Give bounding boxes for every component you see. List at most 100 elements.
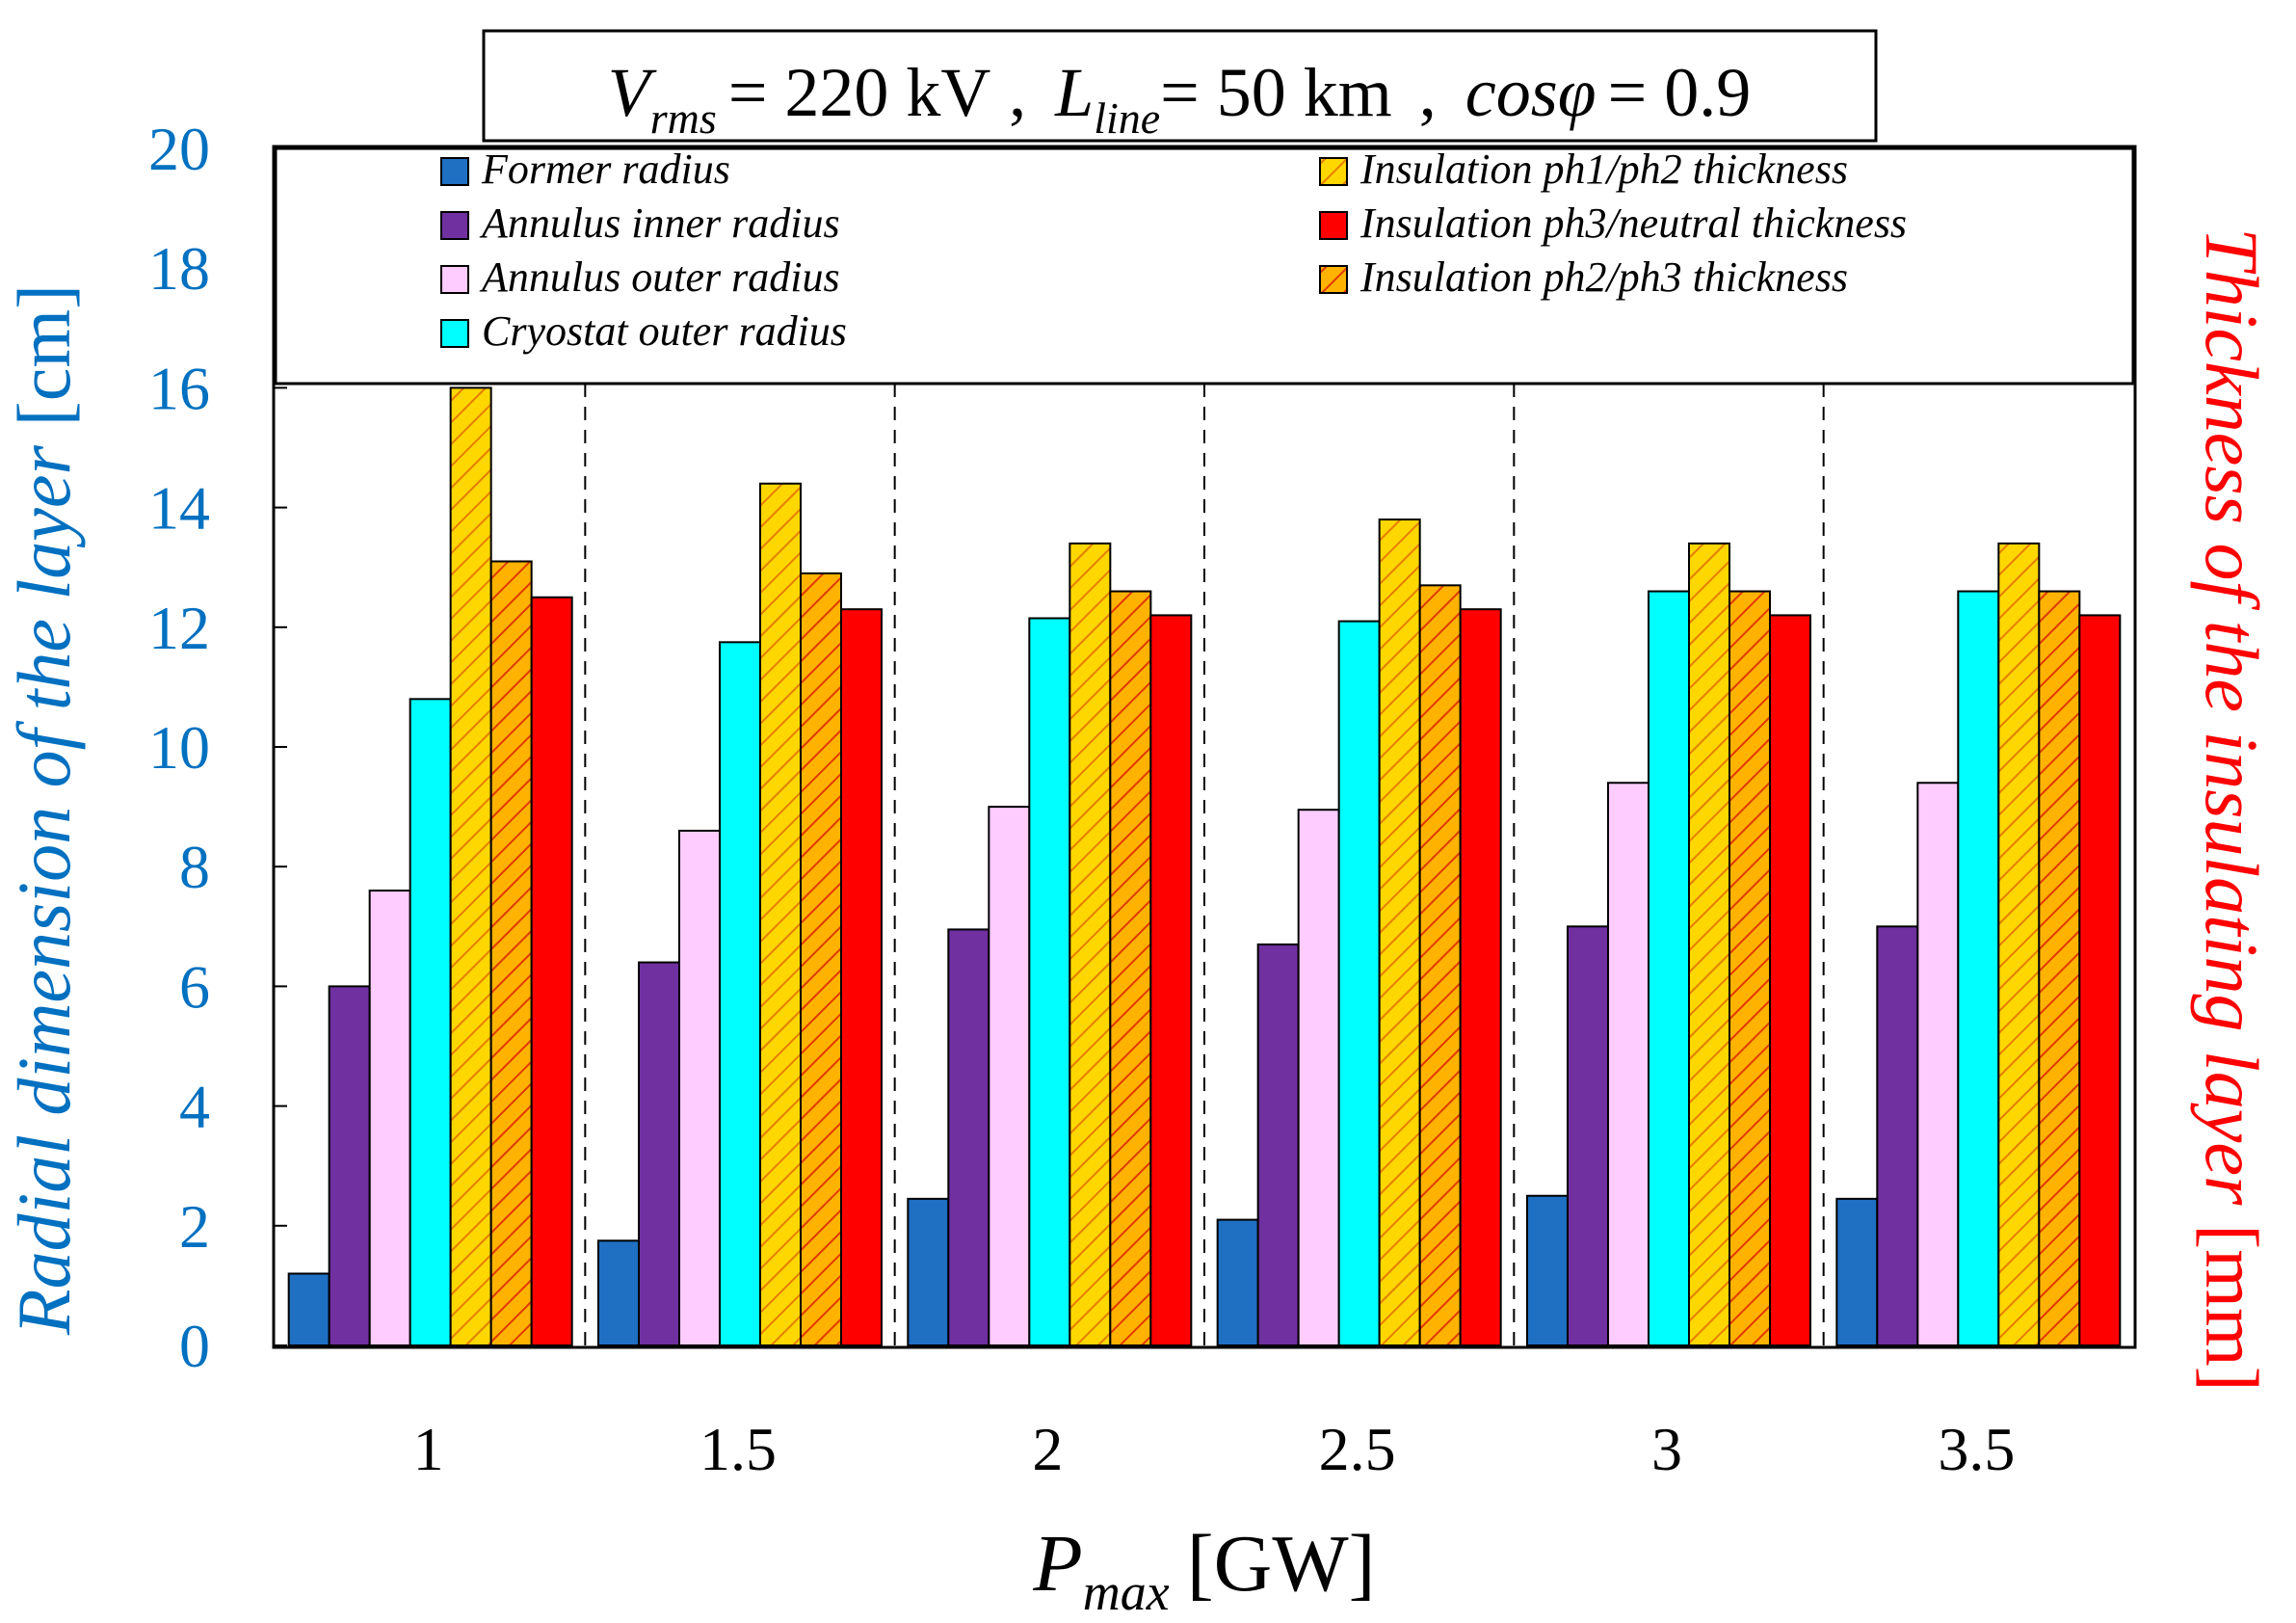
title-sep-2: , — [1419, 54, 1437, 131]
bar-former-radius-1-5 — [597, 1239, 640, 1346]
bar-annulus-outer-radius-2-5 — [1297, 809, 1340, 1346]
bar-annulus-inner-radius-1 — [328, 985, 371, 1347]
y-tick-label: 18 — [148, 234, 210, 303]
bar-annulus-inner-radius-3-5 — [1876, 925, 1919, 1346]
bar-insulation-ph1-ph2-thickness-1 — [449, 386, 492, 1346]
bar-former-radius-2 — [907, 1197, 950, 1346]
title-cos-symbol: cosφ — [1465, 54, 1597, 131]
bar-insulation-ph3-neutral-thickness-2 — [1149, 614, 1193, 1346]
bar-cryostat-outer-radius-3-5 — [1957, 590, 2000, 1346]
x-label-symbol: P — [1032, 1519, 1082, 1609]
x-tick-label: 1 — [413, 1415, 444, 1483]
legend-swatch — [440, 319, 469, 348]
title-l-sub: line — [1094, 93, 1160, 143]
y-left-label-unit: [cm] — [2, 284, 86, 426]
bar-annulus-outer-radius-2 — [988, 806, 1031, 1346]
x-tick-label: 2.5 — [1319, 1415, 1396, 1483]
bar-insulation-ph1-ph2-thickness-3 — [1688, 542, 1730, 1346]
y-tick-label: 16 — [148, 354, 210, 422]
y-left-label-text: Radial dimension of the layer — [2, 445, 86, 1337]
legend-swatch — [440, 211, 469, 240]
y-tick-label: 6 — [179, 952, 210, 1021]
bar-cryostat-outer-radius-1-5 — [719, 641, 761, 1346]
bar-annulus-outer-radius-1 — [368, 890, 411, 1346]
bar-insulation-ph1-ph2-thickness-3-5 — [1997, 542, 2041, 1346]
x-tick-label: 3 — [1651, 1415, 1682, 1483]
bar-annulus-outer-radius-3-5 — [1916, 782, 1960, 1346]
bar-cryostat-outer-radius-2-5 — [1337, 620, 1381, 1346]
legend-label: Insulation ph3/neutral thickness — [1359, 200, 1907, 247]
bar-insulation-ph3-neutral-thickness-1-5 — [840, 608, 883, 1346]
bar-insulation-ph3-neutral-thickness-1 — [530, 596, 573, 1346]
x-label-sub: max — [1083, 1563, 1170, 1621]
y-tick-label: 14 — [148, 474, 210, 543]
x-ticks: 1 1.5 2 2.5 3 3.5 — [413, 1415, 2016, 1483]
bar-insulation-ph2-ph3-thickness-1 — [489, 560, 533, 1346]
bar-annulus-inner-radius-1-5 — [638, 961, 680, 1346]
legend-label: Annulus outer radius — [479, 253, 840, 301]
y-axis-right-label: Thickness of the insulating layer [mm] — [2190, 227, 2274, 1391]
bar-insulation-ph3-neutral-thickness-2-5 — [1459, 608, 1502, 1346]
bars — [287, 386, 2122, 1347]
bar-insulation-ph2-ph3-thickness-2-5 — [1418, 584, 1462, 1346]
x-tick-label: 3.5 — [1938, 1415, 2015, 1483]
bar-insulation-ph2-ph3-thickness-2 — [1109, 590, 1152, 1346]
bar-insulation-ph1-ph2-thickness-2-5 — [1378, 519, 1421, 1346]
title-l-value: = 50 km — [1160, 54, 1392, 131]
bar-cryostat-outer-radius-1 — [409, 698, 452, 1346]
title-l-symbol: L — [1054, 54, 1094, 131]
title-v-symbol: V — [608, 54, 657, 131]
legend-swatch — [1319, 211, 1348, 240]
y-right-label-unit: [mm] — [2190, 1224, 2274, 1391]
x-tick-label: 2 — [1032, 1415, 1063, 1483]
legend-label: Insulation ph2/ph3 thickness — [1359, 253, 1848, 301]
chart-title: Vrms = 220 kV, Lline= 50 km, cosφ = 0.9 — [482, 29, 1878, 143]
legend-label: Cryostat outer radius — [482, 307, 847, 355]
y-tick-label: 20 — [148, 115, 210, 183]
bar-insulation-ph2-ph3-thickness-3 — [1729, 590, 1771, 1346]
y-tick-label: 8 — [179, 833, 210, 901]
legend-swatch — [1319, 157, 1348, 186]
y-ticks: 0 2 4 6 8 10 12 14 16 18 20 — [148, 115, 287, 1380]
legend-swatch — [440, 157, 469, 186]
title-cos-value: = 0.9 — [1608, 54, 1752, 131]
bar-insulation-ph1-ph2-thickness-1-5 — [759, 482, 802, 1346]
legend-label: Former radius — [481, 146, 730, 193]
x-axis-label: Pmax [GW] — [1032, 1519, 1375, 1621]
legend-label: Annulus inner radius — [479, 200, 840, 247]
bar-annulus-inner-radius-2 — [947, 928, 990, 1347]
bar-insulation-ph3-neutral-thickness-3 — [1769, 614, 1811, 1346]
y-tick-label: 12 — [148, 594, 210, 662]
bar-insulation-ph1-ph2-thickness-2 — [1069, 542, 1112, 1346]
bar-insulation-ph2-ph3-thickness-3-5 — [2038, 590, 2081, 1346]
title-sep-1: , — [1009, 54, 1026, 131]
bar-insulation-ph2-ph3-thickness-1-5 — [800, 572, 842, 1346]
bar-cryostat-outer-radius-3 — [1648, 590, 1690, 1346]
legend-label: Insulation ph1/ph2 thickness — [1359, 146, 1848, 193]
legend-box — [274, 146, 2135, 386]
bar-annulus-inner-radius-3 — [1567, 925, 1609, 1346]
bar-former-radius-1 — [287, 1272, 330, 1346]
bar-former-radius-2-5 — [1216, 1218, 1259, 1346]
y-tick-label: 4 — [179, 1073, 210, 1141]
legend-swatch — [440, 265, 469, 294]
title-v-value: = 220 kV — [728, 54, 991, 131]
bar-insulation-ph3-neutral-thickness-3-5 — [2078, 614, 2122, 1346]
bar-former-radius-3 — [1526, 1194, 1569, 1346]
y-tick-label: 10 — [148, 713, 210, 782]
bar-annulus-inner-radius-2-5 — [1256, 943, 1300, 1346]
bar-cryostat-outer-radius-2 — [1028, 617, 1071, 1346]
title-v-sub: rms — [650, 93, 717, 143]
y-axis-left-label: Radial dimension of the layer [cm] — [2, 284, 86, 1336]
svg-text:Vrms= 220 kV,Lline= 50 km,cosφ: Vrms = 220 kV, Lline= 50 km, cosφ = 0.9 — [608, 54, 1751, 143]
x-tick-label: 1.5 — [699, 1415, 777, 1483]
y-tick-label: 2 — [179, 1192, 210, 1261]
bar-annulus-outer-radius-1-5 — [678, 829, 721, 1346]
legend-swatch — [1319, 265, 1348, 294]
x-label-unit: [GW] — [1187, 1519, 1376, 1609]
title-box — [482, 29, 1878, 143]
y-tick-label: 0 — [179, 1312, 210, 1380]
bar-former-radius-3-5 — [1835, 1197, 1879, 1346]
bar-annulus-outer-radius-3 — [1607, 782, 1649, 1346]
